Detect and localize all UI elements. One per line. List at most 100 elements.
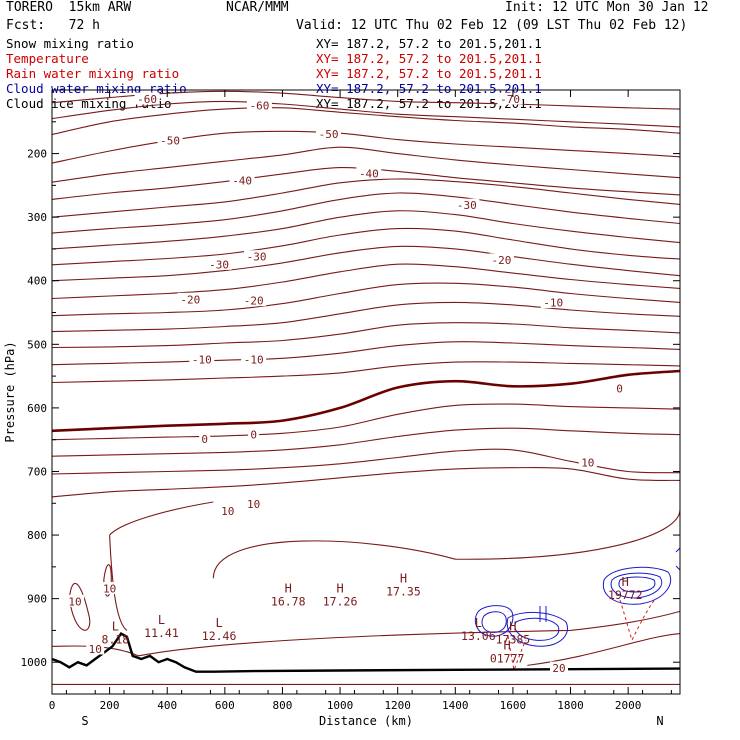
- isotherm-line: [52, 361, 680, 384]
- isotherm-line: [52, 403, 680, 441]
- x-tick-label: 600: [215, 699, 235, 712]
- contour-label: -30: [209, 258, 229, 271]
- contour-label-bg: [246, 98, 272, 111]
- contour-label-bg: [241, 294, 267, 307]
- cloud-water-contour: [514, 617, 560, 641]
- header-valid: Valid: 12 UTC Thu 02 Feb 12 (09 LST Thu …: [296, 18, 688, 33]
- x-tick-label: 1200: [384, 699, 411, 712]
- legend-snow-label: Snow mixing ratio: [6, 36, 134, 51]
- contour-label: -20: [244, 295, 264, 308]
- contour-label-bg: [578, 456, 597, 469]
- high-marker: H: [509, 619, 516, 633]
- isotherm-line: [68, 583, 91, 631]
- x-tick-label: 2000: [615, 699, 642, 712]
- header-init: Init: 12 UTC Mon 30 Jan 12: [505, 0, 709, 15]
- y-tick-label: 500: [27, 338, 47, 351]
- contour-label: -30: [247, 251, 267, 264]
- contour-label: -60: [249, 99, 269, 112]
- contour-label-layer: -60 -60 -70 -50 -50 -40 -40 -30 -30 -30 -20 -20 -20 -…: [66, 92, 626, 675]
- contour-label-bg: [100, 582, 119, 595]
- x-tick-label: 1800: [557, 699, 584, 712]
- contour-label: 10: [221, 505, 234, 518]
- contour-label-bg: [86, 642, 105, 655]
- x-axis-title: Distance (km): [319, 714, 413, 728]
- isotherm-line: [52, 369, 680, 433]
- y-tick-label: 900: [27, 593, 47, 606]
- extremum-value: 13.06: [461, 629, 496, 643]
- contour-label: -10: [244, 354, 264, 367]
- cloud-water-contour: [602, 566, 672, 605]
- x-tick-label: 800: [273, 699, 293, 712]
- terrain-layer: [52, 632, 680, 673]
- legend-snow-xy: XY= 187.2, 57.2 to 201.5,201.1: [316, 36, 542, 51]
- legend-temperature-xy: XY= 187.2, 57.2 to 201.5,201.1: [316, 51, 542, 66]
- x-endpoint-south: S: [81, 714, 88, 728]
- contour-label-bg: [177, 292, 203, 305]
- cloud-water-contour: [539, 606, 547, 622]
- contour-label-bg: [356, 166, 382, 179]
- isotherm-line: [212, 509, 680, 579]
- isotherm-line: [52, 100, 680, 128]
- extremum-value: 17.35: [386, 585, 421, 599]
- isotherm-line: [52, 227, 680, 266]
- contour-label: -10: [192, 354, 212, 367]
- isotherm-line: [109, 535, 128, 631]
- y-tick-label: 400: [27, 275, 47, 288]
- contour-label-bg: [244, 497, 263, 510]
- contour-label: -20: [491, 254, 511, 267]
- high-marker: H: [336, 581, 343, 595]
- header-model: TORERO 15km ARW: [6, 0, 132, 15]
- contour-label-bg: [614, 381, 626, 394]
- isotherm-line: [52, 178, 680, 218]
- contour-label-bg: [206, 257, 232, 270]
- plot-frame: [51, 89, 681, 695]
- contour-label: 0: [201, 433, 208, 446]
- y-tick-label: 300: [27, 211, 47, 224]
- contour-label: 20: [552, 662, 565, 675]
- contour-label: 10: [247, 498, 260, 511]
- cloud-water-contour: [618, 576, 656, 593]
- y-tick-label: 700: [27, 465, 47, 478]
- contour-label-bg: [134, 92, 160, 105]
- cloud-water-contour: [610, 572, 663, 599]
- isotherm-line: [52, 107, 680, 136]
- contour-label-bg: [454, 198, 480, 211]
- y-tick-label: 800: [27, 529, 47, 542]
- legend-rain-label: Rain water mixing ratio: [6, 66, 180, 81]
- x-tick-label: 1600: [500, 699, 527, 712]
- extremum-value: 12.46: [202, 629, 237, 643]
- terrain-line: [52, 632, 680, 673]
- x-tick-label: 1000: [327, 699, 354, 712]
- header-fcst: Fcst: 72 h: [6, 18, 100, 33]
- isotherm-line: [52, 130, 680, 164]
- header-center: NCAR/MMM: [226, 0, 289, 15]
- isotherm-line: [52, 322, 680, 349]
- contour-label: 10: [581, 457, 594, 470]
- cloud-water-contour: [506, 611, 568, 647]
- legend-cloud-water-xy: XY= 187.2, 57.2 to 201.5,201.1: [316, 81, 542, 96]
- contour-label-bg: [157, 133, 183, 146]
- contour-label-bg: [488, 253, 514, 266]
- contour-label: -40: [359, 167, 379, 180]
- x-tick-label: 1400: [442, 699, 469, 712]
- y-tick-label: 600: [27, 402, 47, 415]
- isotherm-line: [52, 448, 680, 475]
- high-marker: H: [504, 638, 511, 652]
- extremum-value: 8.18: [102, 632, 130, 646]
- isotherm-line: [52, 245, 680, 282]
- contour-label: -50: [319, 128, 339, 141]
- contour-label-bg: [241, 353, 267, 366]
- x-tick-label: 400: [157, 699, 177, 712]
- contour-label: -30: [457, 199, 477, 212]
- isotherm-line: [52, 467, 680, 498]
- isotherm-line: [527, 633, 680, 666]
- isotherm-line: [52, 341, 680, 366]
- high-marker: H: [285, 581, 292, 595]
- x-tick-label: 200: [100, 699, 120, 712]
- legend-rain-xy: XY= 187.2, 57.2 to 201.5,201.1: [316, 66, 542, 81]
- extremum-value: 11.41: [144, 626, 179, 640]
- low-marker: L: [112, 619, 119, 633]
- y-axis-title: Pressure (hPa): [3, 341, 17, 442]
- high-marker: H: [622, 575, 629, 589]
